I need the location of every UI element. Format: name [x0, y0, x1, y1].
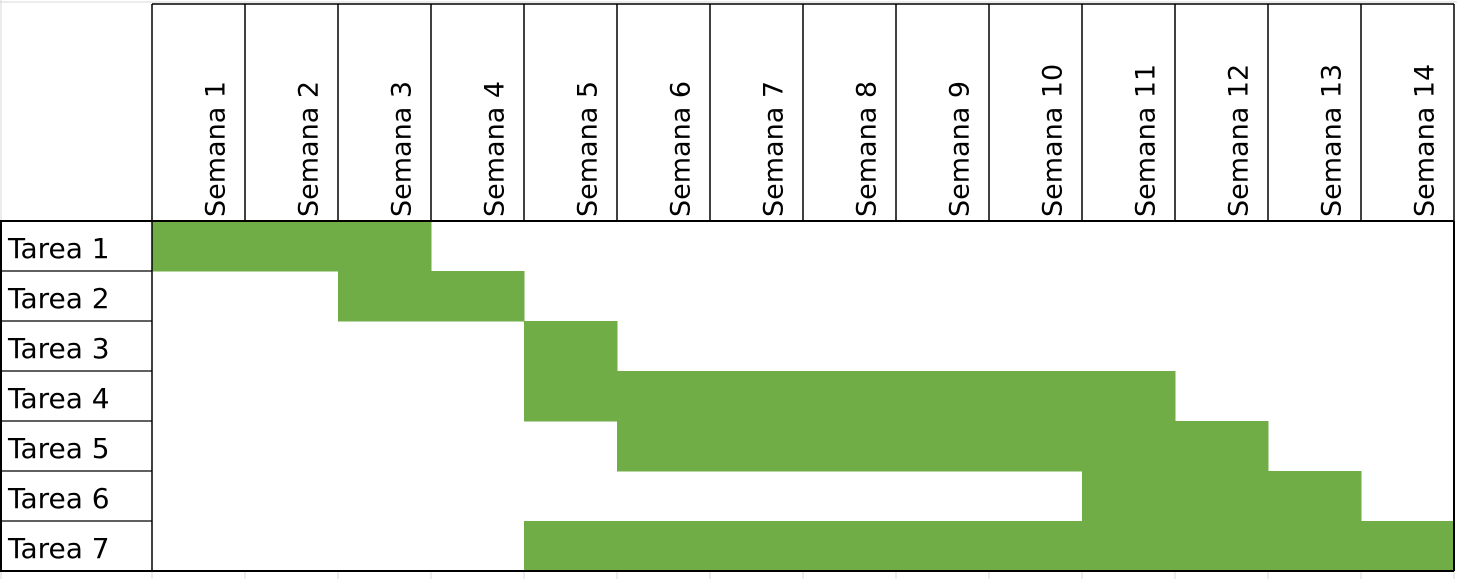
- week-header-label: Semana 4: [480, 81, 511, 217]
- task-bars: [152, 221, 1455, 572]
- task-bar-cell: [524, 321, 618, 372]
- week-header-label: Semana 10: [1038, 64, 1069, 217]
- task-bar-cell: [152, 221, 246, 272]
- week-header-label: Semana 3: [387, 81, 418, 217]
- week-header-label: Semana 5: [573, 81, 604, 217]
- task-bar-cell: [803, 421, 897, 472]
- task-bar-cell: [617, 421, 711, 472]
- week-headers: Semana 1 Semana 2 Semana 3 Semana 4 Semana 5…: [201, 64, 1441, 217]
- task-bar-cell: [1082, 421, 1176, 472]
- task-label: Tarea 7: [7, 532, 110, 565]
- task-bar-cell: [989, 421, 1083, 472]
- task-bar-cell: [431, 271, 525, 322]
- week-header-label: Semana 2: [294, 81, 325, 217]
- task-bar-cell: [896, 421, 990, 472]
- task-bar-cell: [524, 521, 618, 572]
- task-bar-cell: [803, 521, 897, 572]
- task-bar-cell: [989, 521, 1083, 572]
- task-label: Tarea 2: [7, 282, 110, 315]
- week-header-label: Semana 12: [1224, 64, 1255, 217]
- task-bar-cell: [617, 371, 711, 422]
- task-bar-cell: [524, 371, 618, 422]
- task-bar-cell: [710, 521, 804, 572]
- task-bar-cell: [1082, 521, 1176, 572]
- week-header-label: Semana 6: [666, 81, 697, 217]
- week-header-label: Semana 14: [1410, 64, 1441, 217]
- week-header-label: Semana 11: [1131, 64, 1162, 217]
- task-bar-cell: [896, 521, 990, 572]
- task-bar-cell: [1268, 521, 1362, 572]
- week-header-label: Semana 7: [759, 81, 790, 217]
- task-bar-cell: [617, 521, 711, 572]
- task-bar-cell: [1175, 521, 1269, 572]
- task-bar-cell: [1082, 371, 1176, 422]
- task-bar-cell: [710, 421, 804, 472]
- table-borders: [0, 3, 1455, 572]
- task-bar-cell: [338, 221, 432, 272]
- task-bar-cell: [1175, 471, 1269, 522]
- task-label: Tarea 5: [7, 432, 110, 465]
- task-label: Tarea 6: [7, 482, 110, 515]
- task-bar-cell: [1175, 421, 1269, 472]
- task-bar-cell: [338, 271, 432, 322]
- task-bar-cell: [1268, 471, 1362, 522]
- task-label: Tarea 1: [7, 232, 110, 265]
- task-bar-cell: [245, 221, 339, 272]
- week-header-label: Semana 13: [1317, 64, 1348, 217]
- task-bar-cell: [1082, 471, 1176, 522]
- week-header-label: Semana 1: [201, 81, 232, 217]
- task-label: Tarea 3: [7, 332, 110, 365]
- task-bar-cell: [803, 371, 897, 422]
- task-bar-cell: [896, 371, 990, 422]
- task-labels: Tarea 1 Tarea 2 Tarea 3 Tarea 4 Tarea 5 Tarea…: [7, 232, 110, 565]
- week-header-label: Semana 9: [945, 81, 976, 217]
- task-label: Tarea 4: [7, 382, 110, 415]
- week-header-label: Semana 8: [852, 81, 883, 217]
- task-bar-cell: [989, 371, 1083, 422]
- task-bar-cell: [710, 371, 804, 422]
- task-bar-cell: [1361, 521, 1455, 572]
